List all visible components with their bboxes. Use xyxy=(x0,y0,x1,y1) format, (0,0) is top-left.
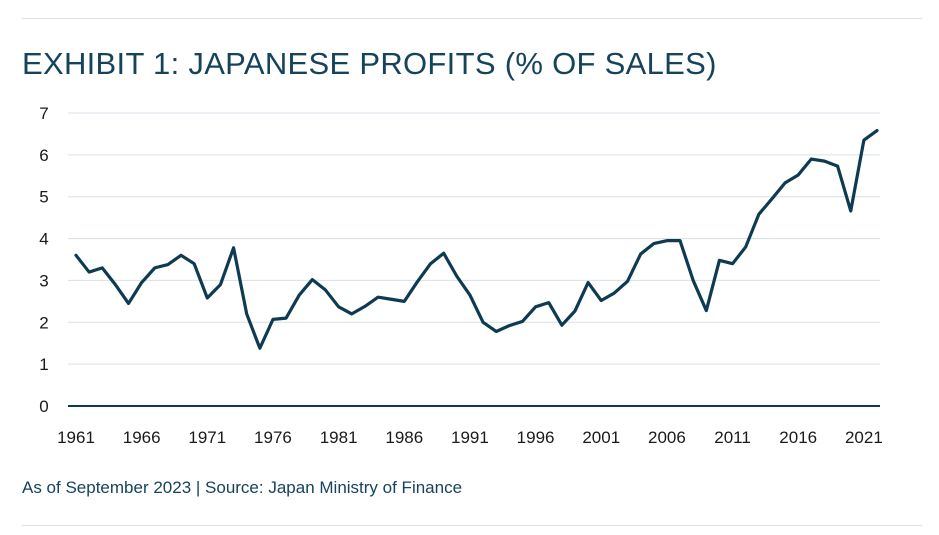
data-point-2006 xyxy=(665,239,668,242)
data-point-1997 xyxy=(547,301,550,304)
x-tick-label: 1961 xyxy=(57,428,95,447)
data-point-2000 xyxy=(587,281,590,284)
data-point-1968 xyxy=(166,263,169,266)
data-point-1967 xyxy=(153,266,156,269)
data-point-1984 xyxy=(376,296,379,299)
data-point-1976 xyxy=(271,318,274,321)
y-tick-label: 4 xyxy=(39,230,48,249)
y-axis-tick-labels: 0 1 2 3 4 5 6 7 xyxy=(39,104,48,416)
data-point-1988 xyxy=(429,262,432,265)
bottom-divider xyxy=(22,525,922,526)
data-point-2017 xyxy=(810,157,813,160)
data-point-2021 xyxy=(862,139,865,142)
x-tick-label: 1971 xyxy=(188,428,226,447)
data-point-1992 xyxy=(481,321,484,324)
data-point-1985 xyxy=(390,298,393,301)
data-point-1974 xyxy=(245,312,248,315)
data-point-1973 xyxy=(232,246,235,249)
data-point-2022 xyxy=(875,129,878,132)
data-point-1969 xyxy=(179,254,182,257)
x-tick-label: 1981 xyxy=(320,428,358,447)
data-point-2014 xyxy=(770,197,773,200)
data-point-2005 xyxy=(652,242,655,245)
top-divider xyxy=(22,18,922,19)
data-point-1979 xyxy=(311,278,314,281)
x-tick-label: 1966 xyxy=(123,428,161,447)
data-point-2004 xyxy=(639,252,642,255)
data-point-1995 xyxy=(521,320,524,323)
data-point-1972 xyxy=(219,283,222,286)
data-point-1982 xyxy=(350,312,353,315)
data-point-1993 xyxy=(495,330,498,333)
chart-title: EXHIBIT 1: JAPANESE PROFITS (% OF SALES) xyxy=(22,46,717,81)
data-point-2018 xyxy=(823,160,826,163)
x-tick-label: 1991 xyxy=(451,428,489,447)
series-line-0 xyxy=(74,128,879,350)
x-tick-label: 1986 xyxy=(385,428,423,447)
data-point-2012 xyxy=(744,245,747,248)
x-tick-label: 1976 xyxy=(254,428,292,447)
data-point-2019 xyxy=(836,165,839,168)
x-tick-label: 2001 xyxy=(582,428,620,447)
data-point-2009 xyxy=(705,309,708,312)
data-point-2015 xyxy=(783,181,786,184)
source-footnote: As of September 2023 | Source: Japan Min… xyxy=(22,478,463,497)
x-tick-label: 1996 xyxy=(517,428,555,447)
series-layer xyxy=(74,128,879,350)
data-point-1962 xyxy=(88,270,91,273)
data-point-1991 xyxy=(468,293,471,296)
data-point-2020 xyxy=(849,209,852,212)
x-tick-label: 2011 xyxy=(714,428,751,447)
x-axis-tick-labels: 1961 1966 1971 1976 1981 1986 1991 1996 2001 2006… xyxy=(57,428,883,447)
data-point-1996 xyxy=(534,305,537,308)
data-point-2008 xyxy=(692,279,695,282)
data-point-2007 xyxy=(678,239,681,242)
data-point-1977 xyxy=(284,317,287,320)
y-tick-label: 3 xyxy=(39,271,48,290)
data-point-1998 xyxy=(560,324,563,327)
data-point-1986 xyxy=(403,300,406,303)
data-point-2001 xyxy=(600,299,603,302)
y-tick-label: 7 xyxy=(39,104,48,123)
data-point-2016 xyxy=(797,173,800,176)
y-tick-label: 2 xyxy=(39,313,48,332)
data-point-2011 xyxy=(731,262,734,265)
y-tick-label: 5 xyxy=(39,188,48,207)
data-point-2010 xyxy=(718,259,721,262)
data-point-1966 xyxy=(140,281,143,284)
data-point-2002 xyxy=(613,291,616,294)
data-point-1961 xyxy=(74,254,77,257)
data-point-1963 xyxy=(101,266,104,269)
data-point-1983 xyxy=(363,305,366,308)
x-tick-label: 2021 xyxy=(845,428,883,447)
grid-lines xyxy=(68,112,880,365)
data-point-1965 xyxy=(127,302,130,305)
data-point-1975 xyxy=(258,347,261,350)
data-point-1978 xyxy=(298,293,301,296)
data-point-1981 xyxy=(337,305,340,308)
data-point-1987 xyxy=(416,280,419,283)
data-point-1990 xyxy=(455,275,458,278)
data-point-1994 xyxy=(508,324,511,327)
data-point-2003 xyxy=(626,280,629,283)
data-point-1999 xyxy=(573,309,576,312)
x-tick-label: 2016 xyxy=(779,428,817,447)
y-tick-label: 1 xyxy=(39,355,48,374)
data-point-1989 xyxy=(442,252,445,255)
data-point-1980 xyxy=(324,288,327,291)
data-point-2013 xyxy=(757,213,760,216)
data-point-1964 xyxy=(114,283,117,286)
x-tick-label: 2006 xyxy=(648,428,686,447)
y-tick-label: 0 xyxy=(39,397,48,416)
data-point-1970 xyxy=(193,262,196,265)
y-tick-label: 6 xyxy=(39,146,48,165)
data-point-1971 xyxy=(206,296,209,299)
